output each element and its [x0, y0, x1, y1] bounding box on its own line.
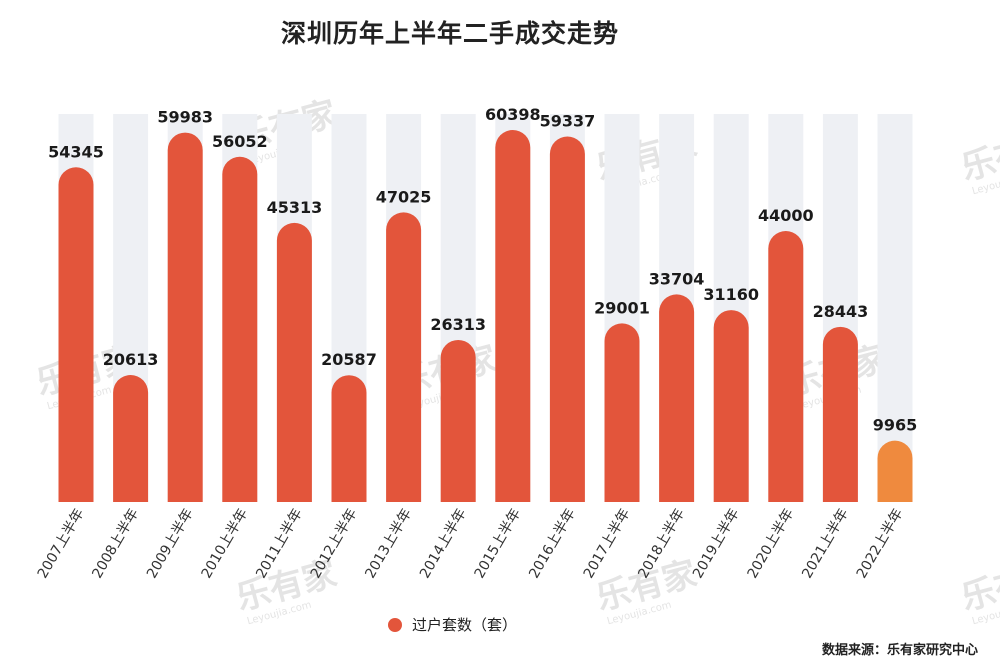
bar	[877, 440, 913, 502]
value-label: 29001	[594, 298, 650, 317]
category-label: 2014上半年	[417, 506, 470, 581]
value-label: 20587	[321, 350, 377, 369]
bar	[167, 132, 203, 503]
value-label: 9965	[873, 416, 918, 435]
value-label: 28443	[813, 302, 869, 321]
value-label: 56052	[212, 132, 268, 151]
category-label: 2020上半年	[745, 506, 798, 581]
bar	[713, 310, 749, 502]
bar	[440, 339, 476, 502]
value-label: 60398	[485, 105, 541, 124]
bar	[549, 136, 585, 502]
value-label: 26313	[430, 315, 486, 334]
legend: 过户套数（套）	[388, 614, 517, 635]
bar	[768, 231, 804, 502]
legend-label: 过户套数（套）	[412, 616, 518, 634]
category-label: 2008上半年	[89, 506, 142, 581]
category-labels: 2007上半年 2008上半年 2009上半年 2010上半年 2011上半年 2012上…	[35, 506, 907, 581]
value-label: 31160	[703, 285, 759, 304]
bars	[58, 130, 913, 503]
category-label: 2015上半年	[472, 506, 525, 581]
category-label: 2021上半年	[799, 506, 852, 581]
bar	[113, 375, 149, 502]
bar	[822, 326, 858, 502]
value-labels: 54345 20613 59983 56052 45313 20587 47025 26313…	[48, 105, 917, 435]
value-label: 54345	[48, 142, 104, 161]
value-label: 47025	[376, 187, 432, 206]
category-label: 2009上半年	[144, 506, 197, 581]
source-note: 数据来源：乐有家研究中心	[821, 643, 978, 658]
value-label: 59337	[540, 112, 596, 131]
bar	[659, 294, 695, 502]
bar	[276, 222, 312, 502]
value-label: 45313	[267, 198, 323, 217]
value-label: 20613	[103, 350, 159, 369]
watermark-text: 乐有家	[957, 124, 1000, 189]
category-label: 2016上半年	[526, 506, 579, 581]
chart-title: 深圳历年上半年二手成交走势	[280, 19, 619, 48]
category-label: 2017上半年	[581, 506, 634, 581]
category-label: 2013上半年	[362, 506, 415, 581]
value-label: 44000	[758, 206, 814, 225]
category-label: 2010上半年	[199, 506, 252, 581]
bar	[331, 375, 367, 502]
bar	[386, 212, 422, 502]
bar	[58, 167, 94, 502]
bar	[222, 156, 258, 502]
bar-track	[877, 114, 913, 502]
bar	[604, 323, 640, 502]
category-label: 2007上半年	[35, 506, 88, 581]
category-label: 2022上半年	[854, 506, 907, 581]
bar	[495, 130, 531, 502]
value-label: 33704	[649, 269, 705, 288]
category-label: 2019上半年	[690, 506, 743, 581]
watermark-text: 乐有家	[957, 554, 1000, 619]
legend-marker	[388, 617, 402, 632]
value-label: 59983	[157, 108, 213, 127]
